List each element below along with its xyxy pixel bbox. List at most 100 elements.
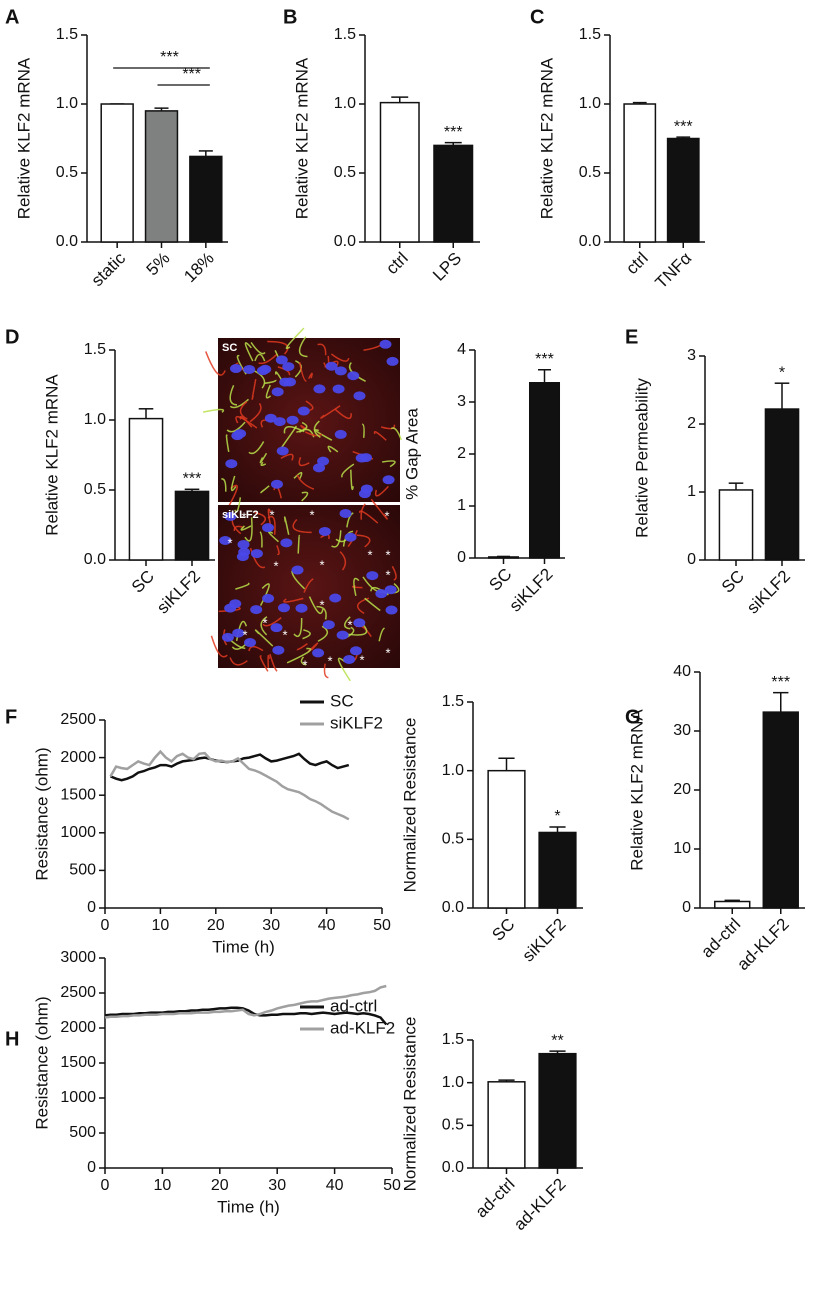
cell-border — [274, 371, 283, 382]
y-tick-label: 1.5 — [84, 341, 106, 358]
y-tick-label: 0.0 — [579, 233, 601, 250]
cell-border — [296, 474, 315, 490]
nucleus — [385, 605, 398, 615]
cell-border — [260, 616, 268, 636]
y-tick-label: 2500 — [60, 984, 96, 1001]
cell-border — [378, 627, 385, 642]
cell-border — [203, 408, 225, 413]
cell-border — [364, 597, 381, 612]
y-tick-label: 1 — [457, 497, 466, 514]
cell-border — [248, 645, 264, 652]
bar — [128, 417, 164, 561]
cell-border — [269, 653, 278, 672]
significance: *** — [771, 674, 790, 691]
x-tick-label: siKLF2 — [743, 567, 794, 618]
nucleus — [229, 364, 242, 374]
gap-marker: * — [227, 535, 232, 550]
x-tick-label: SC — [485, 565, 515, 595]
nucleus — [334, 366, 347, 376]
cell-border — [248, 441, 265, 455]
y-tick-label: 0.5 — [579, 164, 601, 181]
y-axis-label: Resistance (ohm) — [32, 996, 51, 1129]
image-label: SC — [222, 342, 237, 354]
nucleus — [360, 484, 373, 494]
gap-marker: * — [385, 645, 390, 660]
y-axis-label: Normalized Resistance — [400, 718, 419, 893]
x-axis-label: Time (h) — [217, 1197, 280, 1216]
cell-border — [221, 478, 227, 492]
nucleus — [229, 599, 242, 609]
x-tick-label: 0 — [101, 917, 110, 934]
cell-border — [267, 530, 279, 543]
cell-border — [337, 657, 351, 682]
nucleus — [250, 605, 263, 615]
nucleus — [353, 618, 366, 628]
x-tick-label: 40 — [326, 1177, 344, 1194]
x-tick-label: 10 — [152, 917, 170, 934]
cell-border — [361, 423, 365, 438]
nucleus — [312, 463, 325, 473]
y-axis-label: Relative KLF2 mRNA — [14, 57, 33, 219]
bar — [100, 103, 134, 243]
cell-border — [265, 384, 272, 399]
cell-border — [235, 582, 250, 590]
significance: *** — [182, 66, 201, 83]
y-tick-label: 40 — [673, 663, 691, 680]
nucleus — [291, 565, 304, 575]
cell-border — [239, 415, 253, 428]
y-tick-label: 2000 — [60, 749, 96, 766]
cell-border — [259, 531, 263, 548]
y-tick-label: 0.0 — [84, 551, 106, 568]
x-tick-label: SC — [488, 915, 518, 945]
significance: *** — [674, 118, 693, 135]
gap-marker: * — [327, 653, 332, 668]
x-tick-label: siKLF2 — [153, 567, 204, 618]
x-tick-label: siKLF2 — [519, 915, 570, 966]
micrograph — [203, 327, 402, 508]
gap-marker: * — [309, 507, 314, 522]
x-axis-label: Time (h) — [212, 937, 275, 956]
cell-border — [298, 362, 307, 382]
nucleus — [236, 552, 249, 562]
bar — [718, 489, 754, 561]
cell-border — [210, 635, 228, 658]
cell-border — [382, 460, 396, 468]
panel-letter: H — [5, 1028, 19, 1050]
cell-border — [249, 402, 262, 423]
cell-border — [239, 401, 248, 420]
x-tick-label: 30 — [262, 917, 280, 934]
nucleus — [339, 508, 352, 518]
cell-border — [343, 616, 351, 630]
cell-border — [250, 342, 266, 355]
panel-letter: C — [530, 6, 544, 28]
cell-border — [373, 431, 387, 441]
nucleus — [336, 630, 349, 640]
cell-border — [358, 510, 379, 524]
nucleus — [221, 632, 234, 642]
cell-border — [350, 469, 354, 491]
cell-border — [267, 654, 271, 668]
y-tick-label: 2 — [687, 415, 696, 432]
nucleus — [244, 638, 257, 648]
gap-marker: * — [242, 627, 247, 642]
cell-border — [276, 545, 280, 556]
y-tick-label: 1000 — [60, 824, 96, 841]
y-axis-label: Relative KLF2 mRNA — [292, 57, 311, 219]
cell-border — [293, 617, 303, 638]
nucleus — [270, 479, 283, 489]
cell-border — [320, 405, 341, 419]
nucleus — [344, 532, 357, 542]
cell-border — [346, 512, 354, 528]
line — [104, 984, 387, 1019]
bar — [666, 137, 700, 243]
x-tick-label: 18% — [180, 249, 217, 286]
cell-border — [292, 518, 312, 534]
x-tick-label: static — [88, 248, 130, 290]
cell-border — [244, 342, 254, 362]
nucleus — [277, 603, 290, 613]
cell-border — [280, 453, 294, 461]
nucleus — [262, 593, 275, 603]
nucleus — [243, 364, 256, 374]
y-tick-label: 2000 — [60, 1019, 96, 1036]
